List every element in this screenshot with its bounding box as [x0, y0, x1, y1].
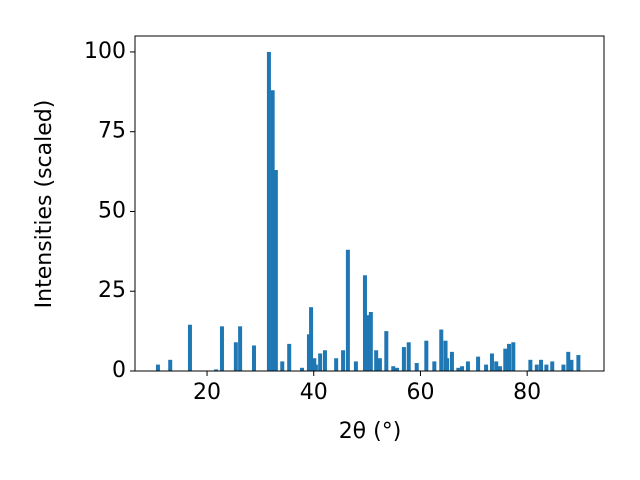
bar [484, 364, 489, 371]
bar [168, 359, 173, 371]
bar [345, 249, 350, 371]
bar [322, 350, 327, 371]
bar [394, 367, 399, 371]
bar [424, 340, 429, 371]
bar [494, 361, 499, 371]
bar [465, 361, 470, 371]
y-tick-label: 25 [98, 278, 126, 303]
bar [251, 345, 256, 371]
y-tick-label: 50 [98, 198, 126, 223]
y-axis-label: Intensities (scaled) [32, 100, 57, 309]
bar [544, 364, 549, 371]
bar [155, 364, 160, 371]
x-tick-label: 80 [513, 380, 541, 405]
bar [280, 361, 285, 371]
bar [550, 361, 555, 371]
bar [576, 355, 581, 371]
bar [566, 351, 571, 371]
bar [476, 356, 481, 371]
bar [414, 363, 419, 371]
bar [273, 170, 278, 371]
bar [503, 348, 508, 371]
bar [534, 364, 539, 371]
bar [341, 350, 346, 371]
bar [300, 367, 305, 371]
bar [219, 326, 224, 371]
bar [270, 90, 275, 371]
bar [366, 315, 371, 371]
bar [528, 359, 533, 371]
bar [460, 366, 465, 371]
bar [401, 347, 406, 371]
bar [362, 275, 367, 371]
y-tick-label: 0 [112, 358, 126, 383]
x-tick-label: 60 [406, 380, 434, 405]
bar [569, 359, 574, 371]
bar [449, 351, 454, 371]
bar [266, 51, 271, 371]
bar [187, 324, 192, 371]
x-axis-label: 2θ (°) [339, 419, 402, 444]
bar [374, 350, 379, 371]
bar [287, 343, 292, 371]
bar [318, 353, 323, 371]
y-tick-label: 100 [84, 39, 126, 64]
bar [313, 364, 318, 371]
bar [497, 366, 502, 371]
bar [214, 369, 219, 371]
bar [406, 342, 411, 371]
x-tick-label: 40 [300, 380, 328, 405]
bar [306, 334, 311, 371]
bar [489, 353, 494, 371]
bar [443, 340, 448, 371]
bar [439, 329, 444, 371]
bar [432, 361, 437, 371]
plot-frame [134, 35, 605, 372]
bar [511, 342, 516, 371]
bar [368, 311, 373, 371]
bar [334, 358, 339, 371]
x-tick-label: 20 [193, 380, 221, 405]
bar [238, 326, 243, 371]
bar [384, 331, 389, 371]
bar [309, 307, 314, 371]
bar [353, 361, 358, 371]
bar [561, 364, 566, 371]
bar [539, 359, 544, 371]
bar [377, 358, 382, 371]
y-tick-label: 75 [98, 119, 126, 144]
bar [456, 367, 461, 371]
bar [233, 342, 238, 371]
bar [391, 366, 396, 371]
bar [507, 343, 512, 371]
bar [445, 358, 450, 371]
